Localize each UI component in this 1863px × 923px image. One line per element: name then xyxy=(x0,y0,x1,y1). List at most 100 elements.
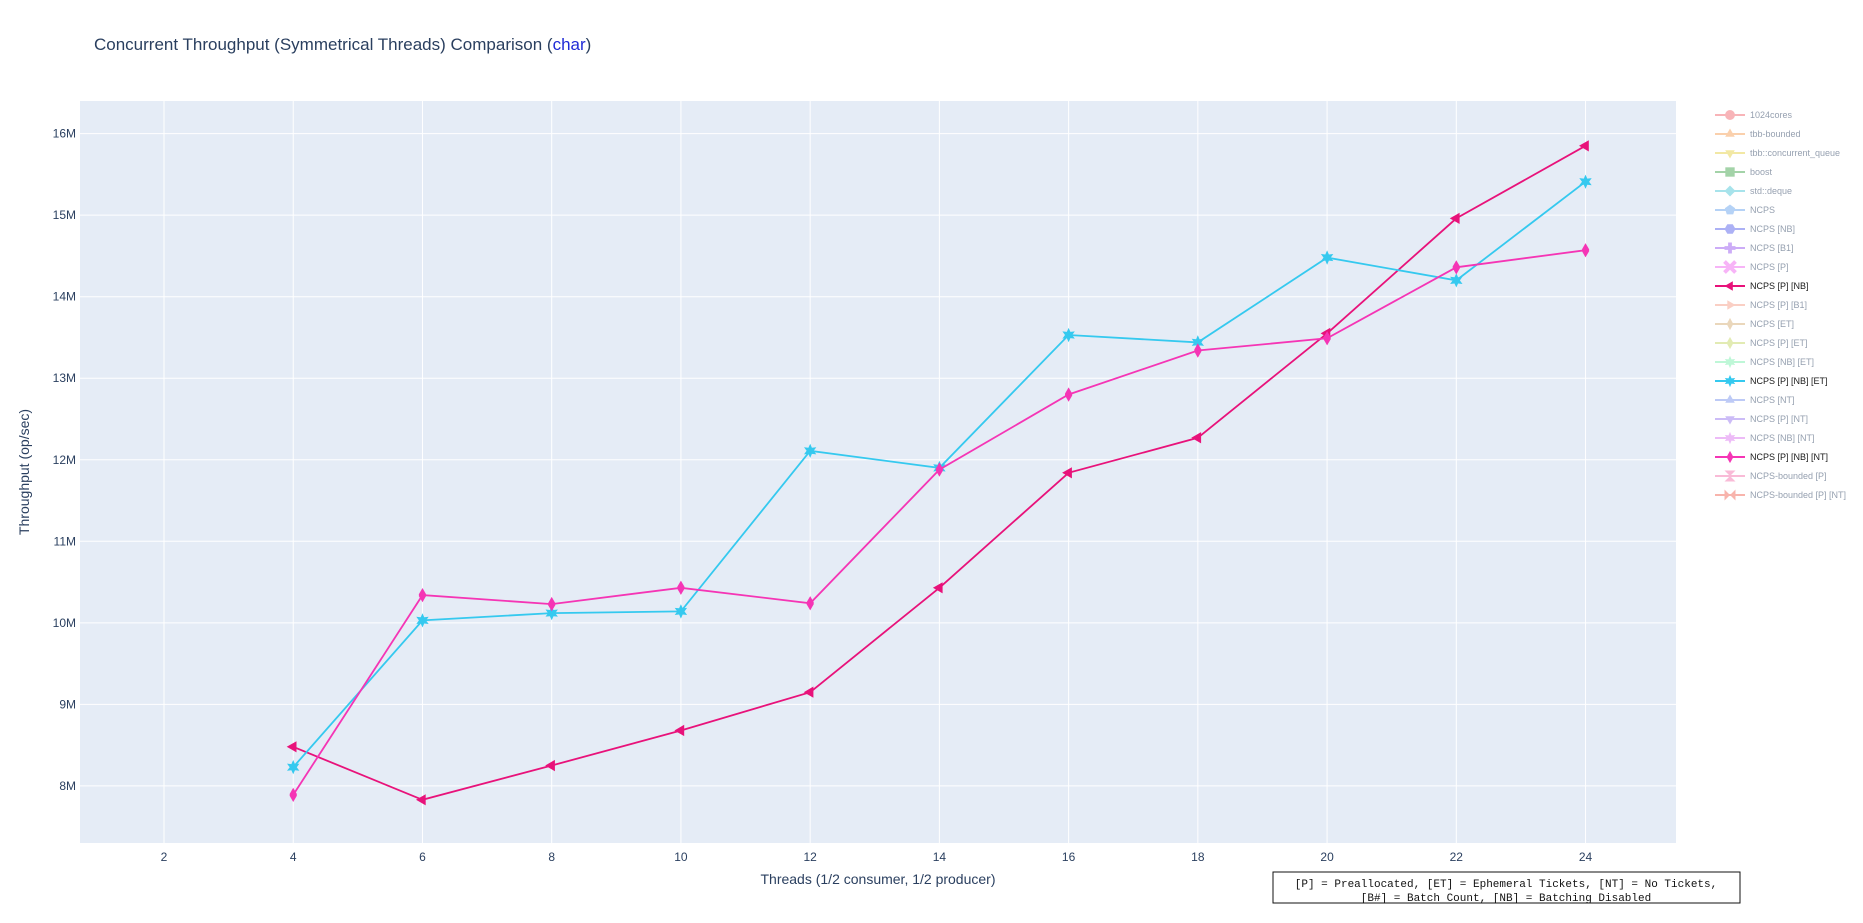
legend-label: NCPS [P] xyxy=(1750,262,1789,272)
x-tick-label: 12 xyxy=(803,850,817,864)
x-axis-title: Threads (1/2 consumer, 1/2 producer) xyxy=(760,871,995,887)
y-tick-label: 8M xyxy=(59,779,76,793)
legend-item: tbb-bounded xyxy=(1715,128,1801,139)
data-point xyxy=(1579,140,1589,152)
y-tick-label: 15M xyxy=(53,208,76,222)
y-tick-label: 9M xyxy=(59,697,76,711)
legend-marker-swatch xyxy=(1725,167,1735,177)
y-tick-labels: 8M 9M 10M 11M 12M 13M 14M 15M 16M xyxy=(53,127,76,793)
x-tick-label: 22 xyxy=(1450,850,1464,864)
legend-item: NCPS [P] [B1] xyxy=(1715,300,1807,310)
legend: 1024corestbb-boundedtbb::concurrent_queu… xyxy=(1715,110,1846,501)
legend-item: NCPS [P] [NB] [ET] xyxy=(1715,374,1828,388)
x-tick-label: 20 xyxy=(1320,850,1334,864)
chart-title: Concurrent Throughput (Symmetrical Threa… xyxy=(94,35,591,54)
x-tick-label: 2 xyxy=(161,850,168,864)
y-tick-label: 11M xyxy=(54,534,76,548)
x-tick-label: 14 xyxy=(933,850,947,864)
marker-x-stroke xyxy=(1723,260,1737,274)
data-point xyxy=(1579,174,1592,189)
legend-marker-swatch xyxy=(1724,224,1736,234)
legend-marker-swatch xyxy=(1724,281,1733,291)
legend-note-frame xyxy=(1272,871,1741,904)
legend-label: std::deque xyxy=(1750,186,1792,196)
data-point xyxy=(1582,243,1590,258)
y-tick-label: 16M xyxy=(53,127,76,141)
legend-marker-swatch xyxy=(1725,394,1735,403)
legend-marker-swatch xyxy=(1725,416,1735,425)
series-group xyxy=(289,243,1590,802)
legend-label: NCPS [NT] xyxy=(1750,395,1795,405)
legend-label: NCPS-bounded [P] [NT] xyxy=(1750,490,1846,500)
legend-label: NCPS [P] [ET] xyxy=(1750,338,1808,348)
chart-title-accent: char xyxy=(553,35,586,54)
x-tick-label: 16 xyxy=(1062,850,1076,864)
data-point xyxy=(674,604,688,619)
legend-marker-swatch xyxy=(1725,110,1735,120)
legend-note-box: [P] = Preallocated, [ET] = Ephemeral Tic… xyxy=(1272,871,1741,905)
legend-item: NCPS [P] [NB] xyxy=(1715,281,1809,291)
legend-label: NCPS [P] [NT] xyxy=(1750,414,1808,424)
legend-marker-swatch xyxy=(1726,317,1734,331)
legend-marker-swatch xyxy=(1727,450,1733,464)
legend-item: NCPS [P] [ET] xyxy=(1715,336,1808,350)
data-point xyxy=(806,596,814,611)
legend-item: NCPS [P] [NT] xyxy=(1715,414,1808,425)
legend-label: tbb::concurrent_queue xyxy=(1750,148,1840,158)
data-point xyxy=(674,724,685,737)
legend-marker-swatch xyxy=(1724,355,1736,369)
legend-label: NCPS [NB] xyxy=(1750,224,1795,234)
y-tick-label: 14M xyxy=(53,290,76,304)
series-group xyxy=(286,140,1589,806)
data-point xyxy=(1191,335,1204,350)
legend-item: 1024cores xyxy=(1715,110,1793,120)
legend-marker-swatch xyxy=(1724,374,1736,388)
legend-item: NCPS [NB] [NT] xyxy=(1715,431,1815,445)
legend-item: NCPS [B1] xyxy=(1715,242,1794,254)
legend-label: NCPS [P] [B1] xyxy=(1750,300,1807,310)
legend-item: NCPS [ET] xyxy=(1715,317,1794,331)
legend-label: NCPS [NB] [ET] xyxy=(1750,357,1814,367)
data-point xyxy=(1320,250,1334,265)
legend-marker-swatch xyxy=(1725,128,1735,137)
data-point xyxy=(289,787,297,802)
x-tick-label: 4 xyxy=(290,850,297,864)
y-tick-label: 13M xyxy=(53,371,76,385)
x-tick-label: 24 xyxy=(1579,850,1593,864)
data-point xyxy=(1062,467,1072,479)
legend-item: NCPS [NB] xyxy=(1715,224,1795,234)
legend-label: NCPS [P] [NB] [ET] xyxy=(1750,376,1828,386)
legend-label: NCPS [B1] xyxy=(1750,243,1794,253)
legend-item: std::deque xyxy=(1715,185,1792,197)
series-layer xyxy=(286,140,1592,806)
legend-label: NCPS xyxy=(1750,205,1775,215)
legend-marker-swatch xyxy=(1724,489,1736,501)
legend-label: 1024cores xyxy=(1750,110,1793,120)
data-point xyxy=(287,760,300,775)
legend-label: NCPS [NB] [NT] xyxy=(1750,433,1815,443)
y-tick-label: 10M xyxy=(53,616,76,630)
x-tick-labels: 2 4 6 8 10 12 14 16 18 20 22 24 xyxy=(161,850,1593,864)
data-point xyxy=(1323,331,1331,346)
legend-marker-swatch xyxy=(1724,242,1736,254)
legend-label: NCPS [P] [NB] [NT] xyxy=(1750,452,1828,462)
data-point xyxy=(1450,273,1463,288)
plot-area xyxy=(80,101,1676,843)
legend-marker-swatch xyxy=(1727,336,1733,350)
data-point xyxy=(548,596,556,612)
data-point xyxy=(677,580,685,595)
legend-marker-swatch xyxy=(1724,204,1736,215)
y-tick-label: 12M xyxy=(53,453,76,467)
legend-marker-swatch xyxy=(1725,150,1735,159)
chart-title-main: Concurrent Throughput (Symmetrical Threa… xyxy=(94,35,553,54)
data-point xyxy=(803,686,814,698)
data-point xyxy=(286,741,297,753)
legend-item: NCPS-bounded [P] xyxy=(1715,470,1827,482)
x-tick-label: 10 xyxy=(674,850,688,864)
legend-item: NCPS xyxy=(1715,204,1775,215)
legend-label: tbb-bounded xyxy=(1750,129,1801,139)
legend-label: NCPS [ET] xyxy=(1750,319,1794,329)
legend-label: NCPS [P] [NB] xyxy=(1750,281,1809,291)
legend-item: NCPS-bounded [P] [NT] xyxy=(1715,489,1846,501)
